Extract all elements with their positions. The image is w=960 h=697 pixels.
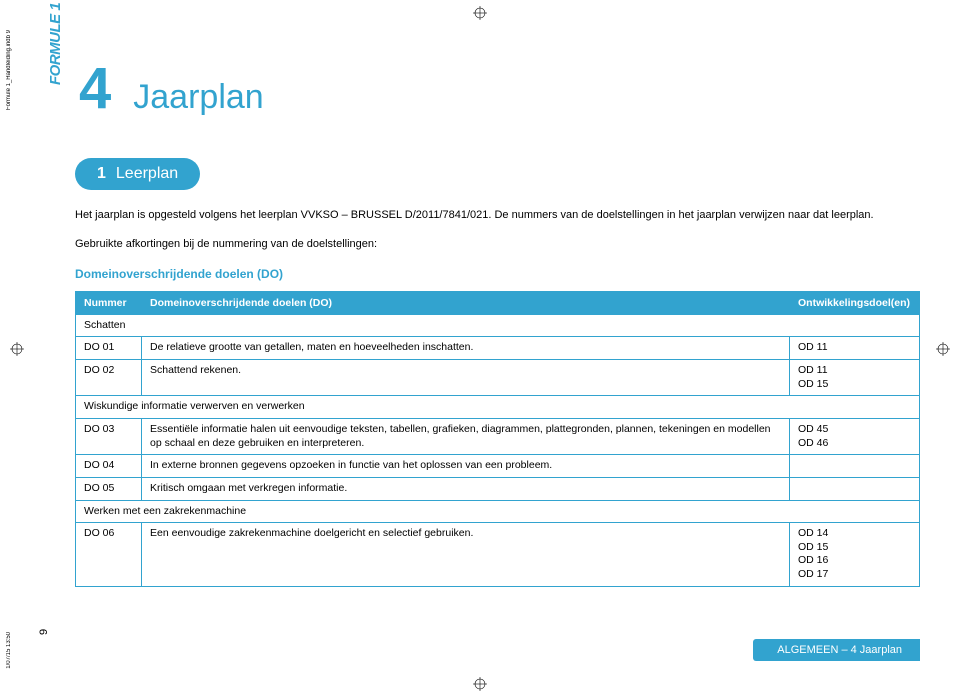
section-cell: Schatten [76, 314, 920, 337]
cell-desc: Essentiële informatie halen uit eenvoudi… [142, 418, 790, 454]
cell-desc: In externe bronnen gegevens opzoeken in … [142, 455, 790, 478]
cell-od: OD 45 OD 46 [790, 418, 920, 454]
section-number: 1 [97, 165, 106, 182]
cell-desc: Schattend rekenen. [142, 360, 790, 396]
intro-paragraph: Gebruikte afkortingen bij de nummering v… [75, 237, 920, 252]
cell-nummer: DO 04 [76, 455, 142, 478]
registration-mark-icon [473, 677, 487, 691]
cell-desc: Een eenvoudige zakrekenmachine doelgeric… [142, 523, 790, 587]
section-cell: Wiskundige informatie verwerven en verwe… [76, 396, 920, 419]
cell-od: OD 11 OD 15 [790, 360, 920, 396]
table-row: Werken met een zakrekenmachine [76, 500, 920, 523]
section-cell: Werken met een zakrekenmachine [76, 500, 920, 523]
cell-desc: De relatieve grootte van getallen, maten… [142, 337, 790, 360]
cell-nummer: DO 06 [76, 523, 142, 587]
print-timestamp: 1/07/15 13:50 [6, 632, 12, 669]
table-row: Wiskundige informatie verwerven en verwe… [76, 396, 920, 419]
registration-mark-icon [10, 342, 24, 356]
doelen-table: Nummer Domeinoverschrijdende doelen (DO)… [75, 291, 920, 587]
registration-mark-icon [936, 342, 950, 356]
chapter-title: Jaarplan [133, 78, 263, 117]
cell-od: OD 11 [790, 337, 920, 360]
table-row: DO 05Kritisch omgaan met verkregen infor… [76, 477, 920, 500]
cell-nummer: DO 03 [76, 418, 142, 454]
table-row: DO 04In externe bronnen gegevens opzoeke… [76, 455, 920, 478]
th-doelen: Domeinoverschrijdende doelen (DO) [142, 291, 790, 314]
th-nummer: Nummer [76, 291, 142, 314]
brand-logo: FORMULE 1 [47, 3, 64, 85]
table-row: DO 03Essentiële informatie halen uit een… [76, 418, 920, 454]
page-content: FORMULE 1 4 Jaarplan 1Leerplan Het jaarp… [75, 60, 920, 587]
cell-od: OD 14 OD 15 OD 16 OD 17 [790, 523, 920, 587]
print-filename: Formule 1_Handleiding.indb 9 [6, 30, 12, 110]
section-pill: 1 Leerplan [75, 158, 200, 190]
table-row: Schatten [76, 314, 920, 337]
intro-paragraph: Het jaarplan is opgesteld volgens het le… [75, 208, 920, 223]
cell-nummer: DO 05 [76, 477, 142, 500]
table-row: DO 06Een eenvoudige zakrekenmachine doel… [76, 523, 920, 587]
subheading: Domeinoverschrijdende doelen (DO) [75, 267, 920, 281]
table-row: DO 02Schattend rekenen.OD 11 OD 15 [76, 360, 920, 396]
cell-nummer: DO 01 [76, 337, 142, 360]
registration-mark-icon [473, 6, 487, 20]
chapter-header: 4 Jaarplan [79, 60, 920, 118]
cell-od [790, 455, 920, 478]
page-number: 9 [38, 629, 50, 635]
cell-desc: Kritisch omgaan met verkregen informatie… [142, 477, 790, 500]
table-row: DO 01De relatieve grootte van getallen, … [76, 337, 920, 360]
th-ontwikkel: Ontwikkelingsdoel(en) [790, 291, 920, 314]
footer-label: ALGEMEEN – 4 Jaarplan [753, 639, 920, 661]
chapter-number: 4 [79, 60, 111, 118]
cell-od [790, 477, 920, 500]
section-label: Leerplan [116, 165, 178, 182]
cell-nummer: DO 02 [76, 360, 142, 396]
